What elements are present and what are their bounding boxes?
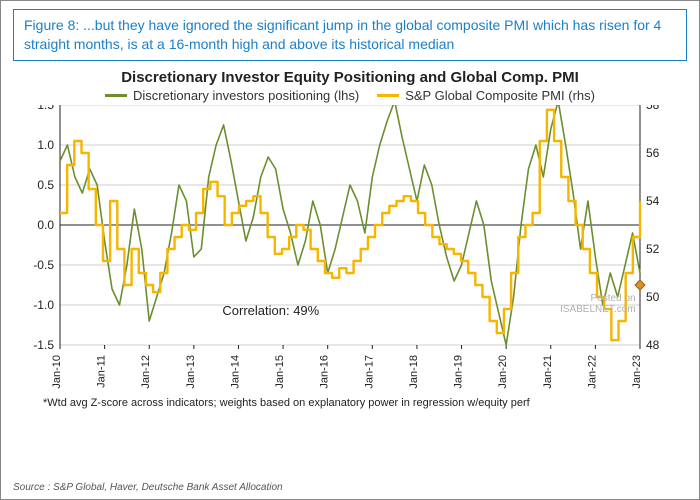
svg-text:Jan-12: Jan-12 — [140, 355, 152, 389]
svg-text:50: 50 — [646, 290, 660, 304]
legend-swatch — [105, 94, 127, 97]
svg-text:Jan-16: Jan-16 — [319, 355, 331, 389]
legend-label: S&P Global Composite PMI (rhs) — [405, 88, 595, 103]
svg-text:1.0: 1.0 — [37, 138, 54, 152]
legend-item-positioning: Discretionary investors positioning (lhs… — [105, 88, 359, 103]
figure-caption: Figure 8: ...but they have ignored the s… — [13, 9, 687, 61]
svg-text:Jan-20: Jan-20 — [497, 355, 509, 389]
svg-text:Jan-10: Jan-10 — [51, 355, 63, 389]
posted-on-watermark: Posted onISABELNET.com — [560, 293, 636, 315]
svg-text:Jan-19: Jan-19 — [453, 355, 465, 389]
correlation-label: Correlation: 49% — [222, 303, 319, 318]
svg-text:-1.5: -1.5 — [33, 338, 54, 352]
chart-svg: -1.5 -1.0 -0.5 0.0 0.5 1.0 1.5 48 50 52 54 56 58 Jan-… — [20, 105, 680, 395]
chart-area: -1.5 -1.0 -0.5 0.0 0.5 1.0 1.5 48 50 52 54 56 58 Jan-… — [20, 105, 680, 395]
svg-text:Jan-15: Jan-15 — [274, 355, 286, 389]
svg-text:-1.0: -1.0 — [33, 298, 54, 312]
svg-text:52: 52 — [646, 242, 660, 256]
legend-swatch — [377, 94, 399, 97]
chart-title: Discretionary Investor Equity Positionin… — [13, 69, 687, 86]
svg-text:Jan-13: Jan-13 — [185, 355, 197, 389]
svg-text:-0.5: -0.5 — [33, 258, 54, 272]
svg-text:Jan-21: Jan-21 — [542, 355, 554, 389]
source-line: Source : S&P Global, Haver, Deutsche Ban… — [13, 482, 283, 493]
svg-text:Jan-14: Jan-14 — [229, 355, 241, 389]
svg-text:Jan-17: Jan-17 — [363, 355, 375, 389]
svg-text:0.5: 0.5 — [37, 178, 54, 192]
legend: Discretionary investors positioning (lhs… — [13, 88, 687, 103]
legend-label: Discretionary investors positioning (lhs… — [133, 88, 359, 103]
svg-text:Jan-23: Jan-23 — [631, 355, 643, 389]
svg-text:Jan-22: Jan-22 — [586, 355, 598, 389]
svg-text:54: 54 — [646, 194, 660, 208]
svg-text:Jan-18: Jan-18 — [408, 355, 420, 389]
svg-text:1.5: 1.5 — [37, 105, 54, 112]
svg-text:Jan-11: Jan-11 — [96, 355, 108, 388]
svg-text:48: 48 — [646, 338, 660, 352]
svg-text:58: 58 — [646, 105, 660, 112]
svg-text:0.0: 0.0 — [37, 218, 54, 232]
footnote: *Wtd avg Z-score across indicators; weig… — [13, 397, 687, 409]
legend-item-pmi: S&P Global Composite PMI (rhs) — [377, 88, 595, 103]
svg-text:56: 56 — [646, 146, 660, 160]
